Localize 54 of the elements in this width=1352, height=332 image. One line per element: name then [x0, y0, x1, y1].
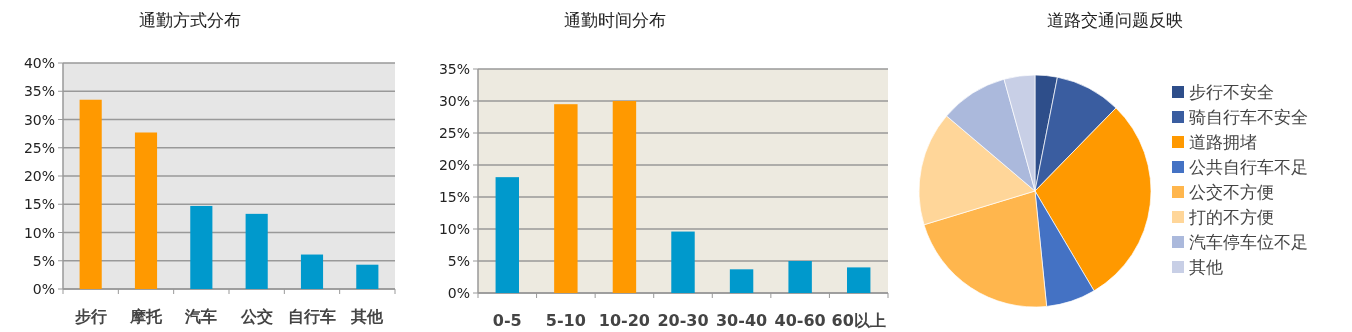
chart-title: 通勤时间分布 [564, 10, 666, 30]
x-tick-label: 40-60 [774, 311, 826, 330]
bar [788, 261, 812, 293]
chart-title: 道路交通问题反映 [1047, 10, 1183, 30]
bar [356, 264, 379, 289]
bar [729, 269, 754, 293]
y-tick-label: 25% [438, 125, 470, 141]
bar [847, 267, 871, 293]
x-tick-label: 其他 [350, 307, 385, 326]
bar [671, 231, 695, 293]
legend-label: 公交不方便 [1189, 182, 1274, 202]
legend-label: 步行不安全 [1189, 82, 1274, 102]
x-tick-label: 20-30 [657, 311, 709, 330]
y-tick-label: 35% [438, 61, 470, 77]
x-tick-label: 60以上 [831, 311, 886, 330]
x-tick-label: 自行车 [288, 307, 336, 326]
y-tick-label: 10% [438, 221, 470, 237]
bar [612, 101, 637, 293]
y-tick-label: 0% [32, 281, 55, 297]
legend-label: 道路拥堵 [1189, 132, 1257, 152]
x-tick-label: 摩托 [129, 307, 163, 326]
y-tick-label: 30% [438, 93, 470, 109]
y-tick-label: 15% [23, 196, 55, 213]
x-tick-label: 汽车 [184, 307, 218, 326]
y-tick-label: 35% [23, 83, 55, 100]
y-tick-label: 40% [23, 55, 55, 71]
bar [300, 254, 324, 289]
x-tick-label: 30-40 [715, 311, 768, 330]
y-tick-label: 5% [447, 253, 470, 269]
y-tick-label: 5% [32, 252, 55, 269]
legend-label: 其他 [1189, 257, 1223, 277]
y-tick-label: 20% [438, 157, 470, 173]
bar [79, 99, 102, 289]
legend-label: 骑自行车不安全 [1189, 107, 1308, 127]
x-tick-label: 10-20 [598, 311, 651, 330]
y-tick-label: 25% [23, 139, 55, 156]
legend-label: 公共自行车不足 [1189, 157, 1308, 177]
x-tick-label: 公交 [239, 307, 273, 326]
y-tick-label: 15% [438, 189, 470, 205]
bar [190, 205, 213, 289]
bar [495, 177, 519, 293]
bar [554, 104, 578, 293]
y-tick-label: 10% [23, 224, 55, 241]
y-tick-label: 0% [447, 285, 470, 301]
bar [134, 132, 158, 289]
legend-label: 汽车停车位不足 [1189, 232, 1308, 252]
x-tick-label: 0-5 [492, 311, 522, 330]
x-tick-label: 5-10 [545, 311, 586, 330]
bar [245, 213, 268, 289]
chart-title: 通勤方式分布 [139, 10, 241, 30]
legend-label: 打的不方便 [1188, 207, 1274, 227]
x-tick-label: 步行 [73, 307, 107, 326]
y-tick-label: 20% [23, 168, 55, 184]
y-tick-label: 30% [23, 111, 55, 128]
